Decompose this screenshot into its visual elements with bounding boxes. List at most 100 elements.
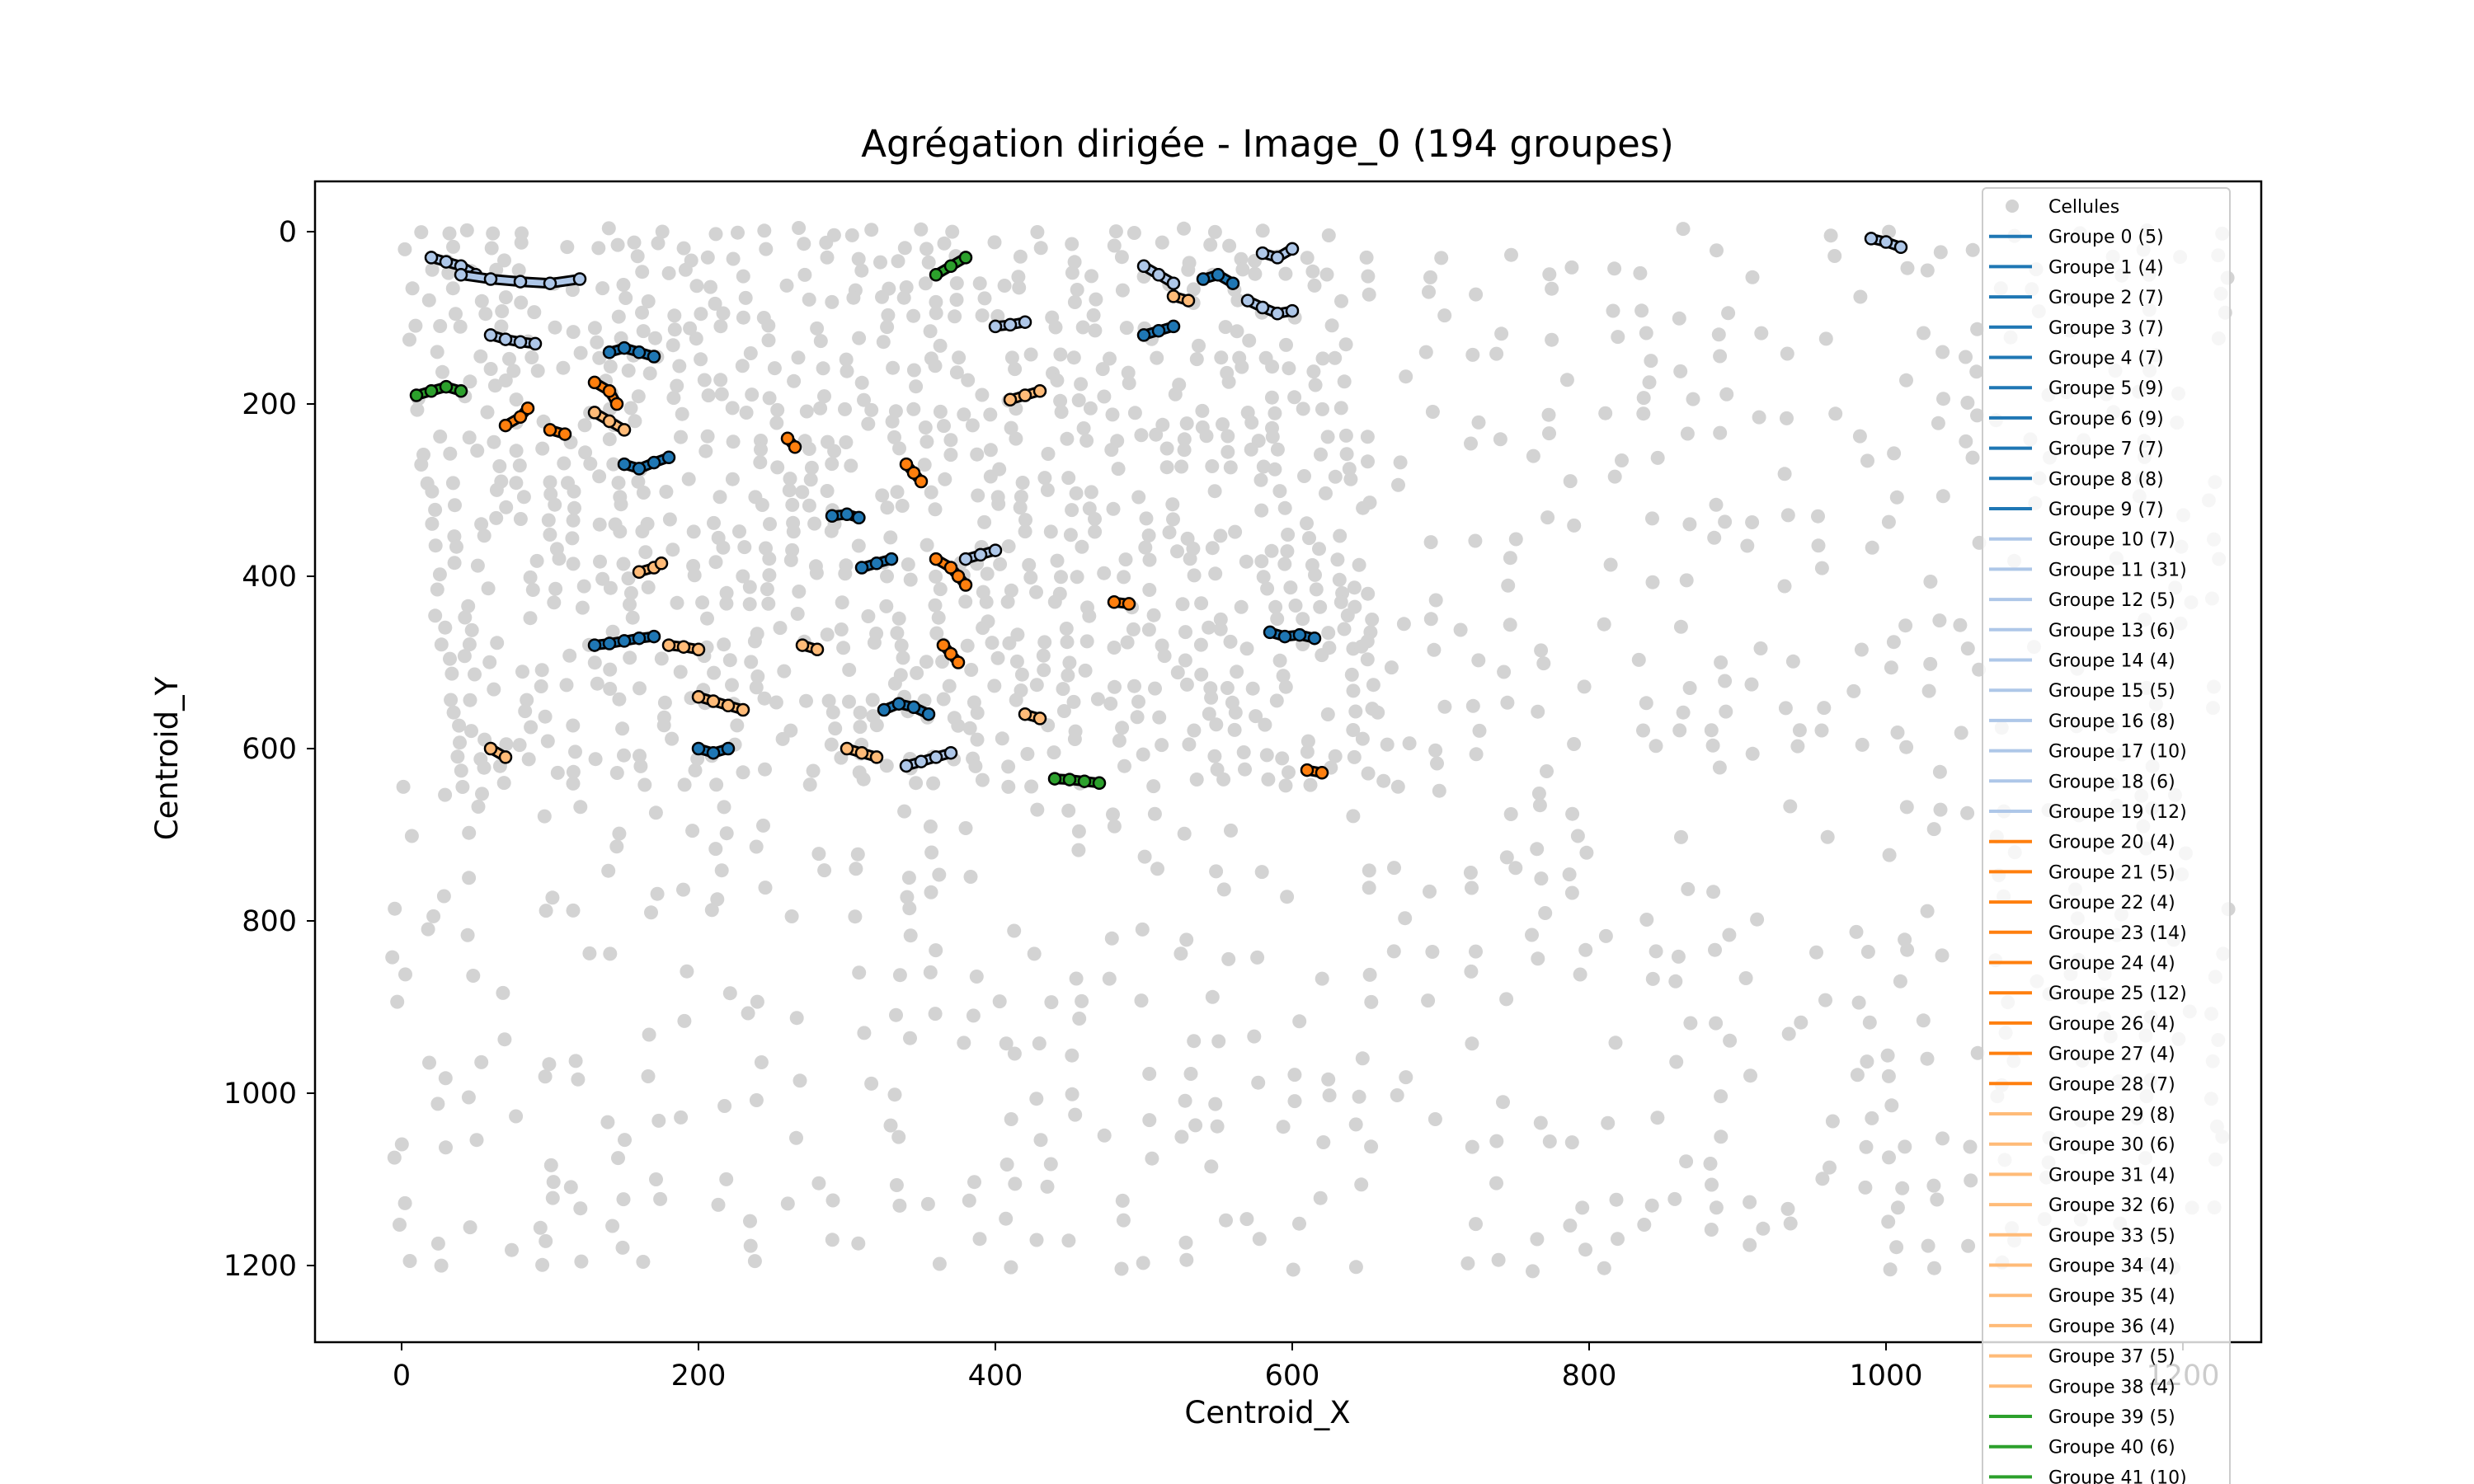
group-point xyxy=(483,741,498,756)
cell-point xyxy=(1216,417,1230,432)
cell-point xyxy=(1465,881,1479,895)
cell-point xyxy=(605,624,620,639)
cell-point xyxy=(430,345,444,359)
cell-point xyxy=(524,350,539,364)
cell-point xyxy=(1355,1051,1370,1066)
legend-label: Groupe 20 (4) xyxy=(2048,833,2175,853)
group-point xyxy=(498,418,513,433)
x-tick-label: 1000 xyxy=(1849,1360,1922,1392)
cell-point xyxy=(1030,802,1045,817)
cell-point xyxy=(1216,772,1231,787)
cell-point xyxy=(1024,779,1039,794)
cell-point xyxy=(1037,635,1052,650)
group-point xyxy=(632,565,647,580)
cell-point xyxy=(425,262,440,277)
legend-entry: Groupe 11 (31) xyxy=(1989,560,2187,580)
cell-point xyxy=(1360,430,1375,444)
cell-point xyxy=(785,497,800,512)
legend-entry: Groupe 25 (12) xyxy=(1989,984,2187,1004)
group-point xyxy=(587,375,602,390)
cell-point xyxy=(1328,350,1343,365)
cell-point xyxy=(920,538,934,552)
cell-point xyxy=(1276,1120,1291,1134)
cell-point xyxy=(820,484,835,498)
cell-point xyxy=(1567,518,1582,533)
cell-point xyxy=(1330,552,1345,567)
group-point xyxy=(513,410,528,424)
cell-point xyxy=(802,292,816,307)
cell-point xyxy=(1960,396,1975,410)
cell-point xyxy=(1037,663,1051,678)
cell-point xyxy=(1141,622,1156,637)
cell-point xyxy=(1088,524,1103,539)
cell-point xyxy=(937,236,952,251)
cell-point xyxy=(757,691,772,706)
cell-point xyxy=(742,597,757,612)
cell-point xyxy=(929,306,943,321)
cell-point xyxy=(700,611,714,626)
group-series xyxy=(1864,232,1908,255)
cell-point xyxy=(704,903,719,918)
cell-point xyxy=(603,662,618,677)
cell-point xyxy=(1464,964,1479,979)
cell-point xyxy=(1033,241,1048,256)
group-point xyxy=(721,698,736,713)
cell-point xyxy=(983,443,998,458)
cell-point xyxy=(566,776,581,791)
y-tick-label: 400 xyxy=(242,561,297,594)
cell-point xyxy=(393,1218,407,1232)
cell-point xyxy=(1054,570,1068,585)
group-point xyxy=(943,259,958,274)
cell-point xyxy=(1754,326,1769,340)
cell-point xyxy=(656,718,671,733)
cell-point xyxy=(1642,375,1657,390)
group-series xyxy=(661,638,706,657)
cell-point xyxy=(516,490,531,505)
cell-point xyxy=(1322,1088,1337,1103)
group-path xyxy=(413,383,464,398)
cell-point xyxy=(1777,467,1792,481)
cell-point xyxy=(1899,740,1914,754)
cell-point xyxy=(1597,617,1611,632)
cell-point xyxy=(1061,1233,1076,1248)
cell-point xyxy=(1563,1219,1578,1233)
group-point xyxy=(617,457,632,472)
cell-point xyxy=(949,365,964,380)
cell-point xyxy=(1366,678,1380,693)
cell-point xyxy=(566,903,581,918)
cell-point xyxy=(650,886,665,901)
cell-point xyxy=(1033,1133,1048,1148)
cell-point xyxy=(1106,501,1121,516)
cell-point xyxy=(976,621,990,636)
cell-point xyxy=(1541,407,1556,422)
cell-point xyxy=(618,291,633,305)
cell-point xyxy=(769,695,783,710)
cell-point xyxy=(1292,1216,1306,1231)
cell-point xyxy=(1048,320,1063,335)
legend-entry: Groupe 15 (5) xyxy=(1989,681,2175,702)
cell-point xyxy=(839,435,854,449)
cell-point xyxy=(1347,749,1362,764)
cell-point xyxy=(1296,612,1310,627)
cell-point xyxy=(713,490,727,505)
cell-point xyxy=(1258,717,1272,732)
cell-point xyxy=(1249,709,1263,724)
cell-point xyxy=(563,1180,578,1195)
cell-point xyxy=(839,352,854,367)
cell-point xyxy=(1333,594,1348,609)
cell-point xyxy=(787,373,802,388)
cell-point xyxy=(1104,443,1119,458)
cell-point xyxy=(1920,904,1935,918)
cell-point xyxy=(1865,1111,1879,1125)
cell-point xyxy=(900,890,915,904)
group-series xyxy=(632,556,669,580)
cell-point xyxy=(725,401,740,416)
cell-point xyxy=(749,680,764,695)
cell-point xyxy=(571,1072,586,1087)
cell-point xyxy=(1564,260,1579,275)
cell-point xyxy=(1564,885,1579,900)
cell-point xyxy=(873,255,887,270)
cell-point xyxy=(670,378,684,393)
cell-point xyxy=(817,863,832,878)
group-series xyxy=(936,638,966,669)
